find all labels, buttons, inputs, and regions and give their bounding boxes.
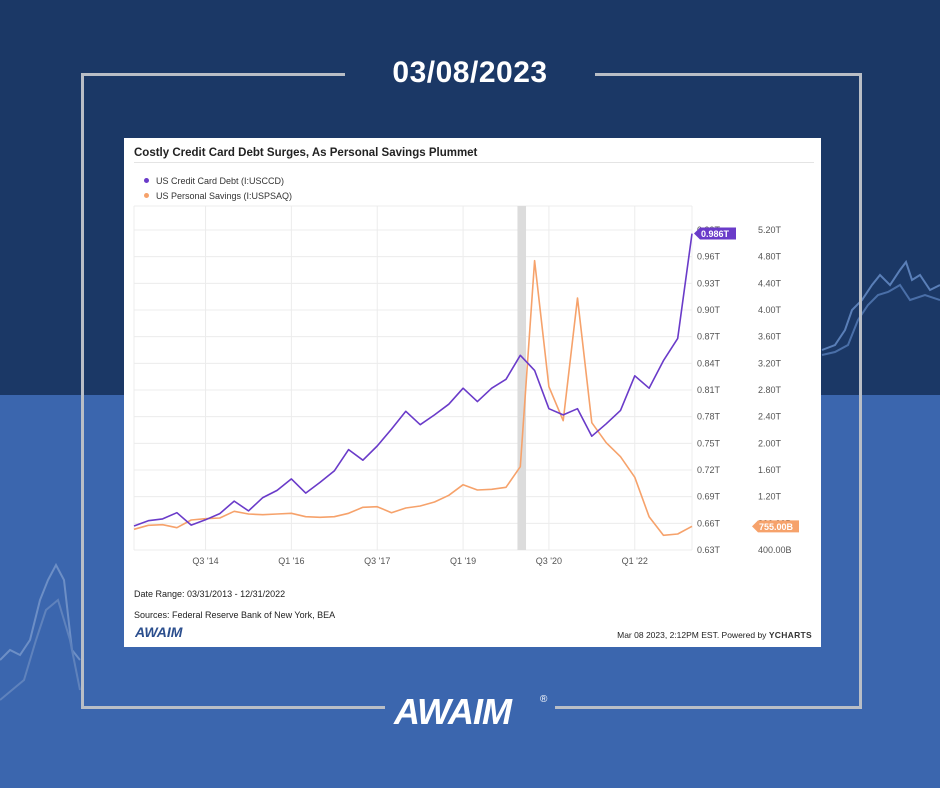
left-axis-tick-label: 0.90T <box>697 305 721 315</box>
recession-band <box>517 206 527 550</box>
chart-title: Costly Credit Card Debt Surges, As Perso… <box>134 147 478 159</box>
awaim-small-logo-text: AWAIM <box>135 624 183 640</box>
timestamp-text: Mar 08 2023, 2:12PM EST. Powered by <box>617 630 767 640</box>
left-axis-tick-label: 0.78T <box>697 412 721 422</box>
series-line-personal-savings <box>133 259 693 537</box>
awaim-logo-registered: ® <box>540 694 548 705</box>
awaim-small-logo: AWAIM <box>135 624 183 640</box>
last-value-label-debt: 0.986T <box>701 229 730 239</box>
right-axis-tick-label: 3.20T <box>758 358 782 368</box>
legend-item-credit-card-debt[interactable]: US Credit Card Debt (I:USCCD) <box>144 176 284 186</box>
legend-swatch-debt <box>144 178 149 183</box>
chart-card: Costly Credit Card Debt Surges, As Perso… <box>124 138 821 647</box>
left-axis-tick-label: 0.63T <box>697 545 721 555</box>
timestamp-label: Mar 08 2023, 2:12PM EST. Powered by YCHA… <box>617 630 812 640</box>
left-axis-tick-label: 0.96T <box>697 252 721 262</box>
logo-gap <box>385 694 555 730</box>
x-tick-label: Q1 '16 <box>278 556 304 566</box>
legend-label-debt: US Credit Card Debt (I:USCCD) <box>156 176 285 186</box>
awaim-logo: AWAIM ® <box>393 691 548 732</box>
x-tick-label: Q1 '22 <box>622 556 648 566</box>
right-axis-tick-label: 1.20T <box>758 492 782 502</box>
series-line-credit-card-debt <box>133 233 693 527</box>
left-axis-tick-label: 0.75T <box>697 438 721 448</box>
right-axis-tick-label: 5.20T <box>758 225 782 235</box>
last-value-badge-debt <box>694 227 736 240</box>
x-tick-label: Q3 '14 <box>192 556 218 566</box>
right-axis-tick-label: 4.00T <box>758 305 782 315</box>
right-axis-tick-label: 2.00T <box>758 438 782 448</box>
right-axis-tick-label: 400.00B <box>758 545 792 555</box>
page-date-title: 03/08/2023 <box>392 56 548 89</box>
right-axis-tick-label: 1.60T <box>758 465 782 475</box>
last-value-label-savings: 755.00B <box>759 522 794 532</box>
title-gap <box>345 60 595 90</box>
left-axis-tick-label: 0.81T <box>697 385 721 395</box>
ycharts-brand: YCHARTS <box>768 630 812 640</box>
left-axis-tick-label: 0.72T <box>697 465 721 475</box>
left-axis-tick-label: 0.66T <box>697 518 721 528</box>
left-axis-tick-label: 0.84T <box>697 358 721 368</box>
title-divider <box>134 162 814 163</box>
line-chart: Q3 '14 Q1 '16 Q3 '17 Q1 '19 Q3 '20 Q1 '22 0.63… <box>133 205 799 566</box>
sources-label: Sources: Federal Reserve Bank of New Yor… <box>134 610 336 620</box>
left-axis-tick-label: 0.93T <box>697 278 721 288</box>
legend-label-savings: US Personal Savings (I:USPSAQ) <box>156 191 293 201</box>
left-axis-tick-label: 0.87T <box>697 332 721 342</box>
legend-item-personal-savings[interactable]: US Personal Savings (I:USPSAQ) <box>144 191 292 201</box>
right-axis-tick-label: 4.40T <box>758 278 782 288</box>
right-axis-tick-label: 2.40T <box>758 412 782 422</box>
date-range-label: Date Range: 03/31/2013 - 12/31/2022 <box>134 589 286 599</box>
x-tick-label: Q1 '19 <box>450 556 476 566</box>
awaim-logo-text: AWAIM <box>393 691 513 732</box>
legend-swatch-savings <box>144 193 149 198</box>
left-axis-tick-label: 0.69T <box>697 492 721 502</box>
right-axis-tick-label: 3.60T <box>758 332 782 342</box>
x-tick-label: Q3 '20 <box>536 556 562 566</box>
right-axis-tick-label: 4.80T <box>758 252 782 262</box>
right-axis-tick-label: 2.80T <box>758 385 782 395</box>
last-value-badge-savings <box>752 520 799 533</box>
x-tick-label: Q3 '17 <box>364 556 390 566</box>
